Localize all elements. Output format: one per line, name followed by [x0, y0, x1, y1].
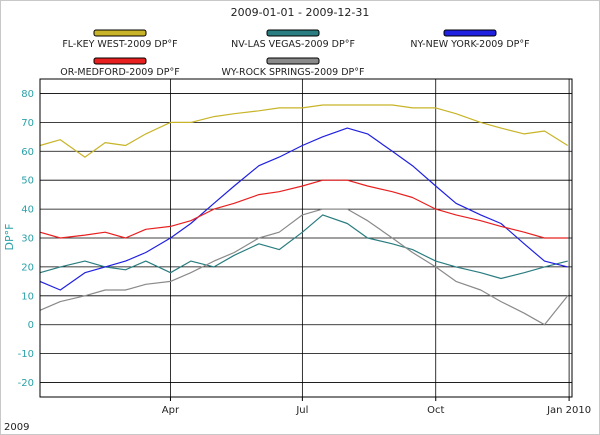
legend-swatch — [443, 29, 497, 37]
y-tick-label: 80 — [21, 89, 34, 100]
series-line — [39, 214, 568, 280]
y-tick-label: 60 — [21, 147, 34, 158]
legend-swatch — [266, 57, 320, 65]
y-tick-label: 50 — [21, 176, 34, 187]
legend: FL-KEY WEST-2009 DP°F NV-LAS VEGAS-2009 D… — [60, 29, 530, 78]
series-line — [39, 208, 569, 326]
legend-label: OR-MEDFORD-2009 DP°F — [60, 67, 179, 78]
series-group — [39, 104, 569, 326]
legend-swatch — [93, 29, 147, 37]
legend-label: WY-ROCK SPRINGS-2009 DP°F — [221, 67, 364, 78]
y-tick-label: 10 — [21, 291, 34, 302]
legend-label: NV-LAS VEGAS-2009 DP°F — [231, 39, 355, 50]
plot-area — [39, 78, 573, 398]
y-tick-label: 70 — [21, 118, 34, 129]
y-tick-label: 0 — [28, 320, 34, 331]
series-line — [39, 127, 568, 291]
legend-label: NY-NEW YORK-2009 DP°F — [410, 39, 529, 50]
legend-swatch — [266, 29, 320, 37]
x-tick-label: Apr — [162, 405, 180, 416]
y-tick-label: -20 — [18, 378, 34, 389]
x-tick-label: Jul — [295, 405, 308, 416]
legend-label: FL-KEY WEST-2009 DP°F — [62, 39, 177, 50]
series-line — [39, 179, 568, 239]
x-tick-label: Oct — [427, 405, 444, 416]
y-tick-label: 20 — [21, 262, 34, 273]
y-tick-label: 40 — [21, 205, 34, 216]
chart-title: 2009-01-01 - 2009-12-31 — [231, 6, 370, 19]
y-tick-label: -10 — [18, 349, 34, 360]
series-line — [39, 104, 569, 158]
y-axis-label: DP°F — [3, 224, 16, 251]
axis-ticks: -20 -10 0 10 20 30 40 50 60 70 80 Apr Jul Oct Jan 2010 — [18, 89, 591, 416]
grid — [40, 79, 572, 397]
legend-swatch — [93, 57, 147, 65]
x-tick-label: Jan 2010 — [546, 405, 591, 416]
x-year-label: 2009 — [4, 422, 29, 433]
y-tick-label: 30 — [21, 234, 34, 245]
